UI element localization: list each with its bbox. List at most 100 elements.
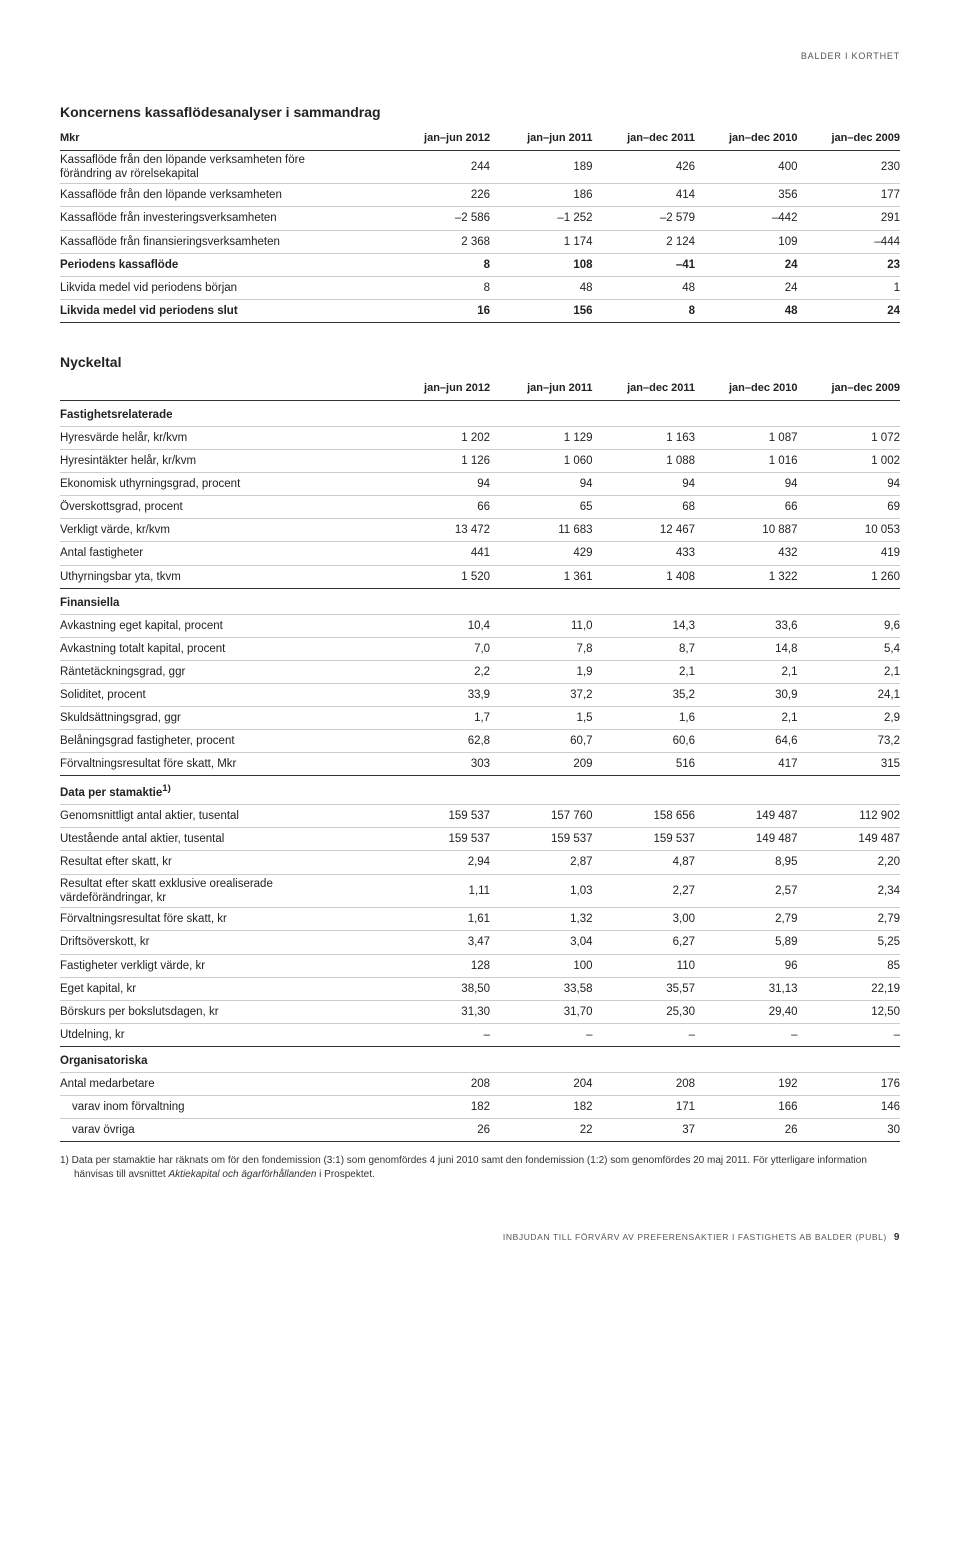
cell-value: 24 — [695, 253, 797, 276]
cell-value: 2,79 — [797, 908, 900, 931]
cell-value: 1 060 — [490, 450, 592, 473]
cell-value: 26 — [388, 1119, 490, 1142]
cell-value: 429 — [490, 542, 592, 565]
cell-value: 400 — [695, 150, 797, 184]
cell-value: 1 174 — [490, 230, 592, 253]
cell-value: 2,1 — [593, 660, 695, 683]
table-row: Hyresintäkter helår, kr/kvm1 1261 0601 0… — [60, 450, 900, 473]
cell-value: 1 408 — [593, 565, 695, 588]
cell-value: 159 537 — [388, 828, 490, 851]
cell-value: 11 683 — [490, 519, 592, 542]
row-label: Kassaflöde från finansieringsverksamhete… — [60, 230, 388, 253]
cell-value: 209 — [490, 753, 592, 776]
row-label: Börskurs per bokslutsdagen, kr — [60, 1000, 388, 1023]
cell-value: 94 — [490, 473, 592, 496]
cell-value: 159 537 — [490, 828, 592, 851]
row-label: Hyresvärde helår, kr/kvm — [60, 426, 388, 449]
column-header: jan–jun 2011 — [490, 378, 592, 400]
row-label: Likvida medel vid periodens början — [60, 276, 388, 299]
cell-value: 2,1 — [695, 660, 797, 683]
table-row: Driftsöverskott, kr3,473,046,275,895,25 — [60, 931, 900, 954]
cell-value: 24 — [695, 276, 797, 299]
cell-value: 96 — [695, 954, 797, 977]
cell-value: 16 — [388, 299, 490, 322]
cell-value: 2 124 — [593, 230, 695, 253]
cell-value: 8,7 — [593, 637, 695, 660]
footer-text: INBJUDAN TILL FÖRVÄRV AV PREFERENSAKTIER… — [503, 1232, 887, 1242]
row-label: Kassaflöde från investeringsverksamheten — [60, 207, 388, 230]
cell-value: 1,11 — [388, 874, 490, 908]
table-row: Soliditet, procent33,937,235,230,924,1 — [60, 684, 900, 707]
cell-value: 10 887 — [695, 519, 797, 542]
cell-value: 13 472 — [388, 519, 490, 542]
cell-value: 110 — [593, 954, 695, 977]
cell-value: 65 — [490, 496, 592, 519]
table-row: Kassaflöde från investeringsverksamheten… — [60, 207, 900, 230]
section-header: Organisatoriska — [60, 1046, 900, 1072]
row-label: Utestående antal aktier, tusental — [60, 828, 388, 851]
cell-value: 1,6 — [593, 707, 695, 730]
cell-value: 291 — [797, 207, 900, 230]
cell-value: 108 — [490, 253, 592, 276]
cell-value: 1 087 — [695, 426, 797, 449]
cell-value: 426 — [593, 150, 695, 184]
cell-value: 149 487 — [695, 828, 797, 851]
cell-value: 48 — [695, 299, 797, 322]
table-row: Hyresvärde helår, kr/kvm1 2021 1291 1631… — [60, 426, 900, 449]
cell-value: 1 520 — [388, 565, 490, 588]
cell-value: 2,57 — [695, 874, 797, 908]
table-row: Avkastning totalt kapital, procent7,07,8… — [60, 637, 900, 660]
cell-value: 7,0 — [388, 637, 490, 660]
cell-value: 85 — [797, 954, 900, 977]
cell-value: 1,32 — [490, 908, 592, 931]
row-label: Ekonomisk uthyrningsgrad, procent — [60, 473, 388, 496]
cell-value: 23 — [797, 253, 900, 276]
section-header-row: Organisatoriska — [60, 1046, 900, 1072]
cell-value: 189 — [490, 150, 592, 184]
row-label: Genomsnittligt antal aktier, tusental — [60, 805, 388, 828]
cell-value: 94 — [797, 473, 900, 496]
row-label: Fastigheter verkligt värde, kr — [60, 954, 388, 977]
cell-value: 1 126 — [388, 450, 490, 473]
cell-value: 33,6 — [695, 614, 797, 637]
footnote: 1) Data per stamaktie har räknats om för… — [60, 1154, 900, 1181]
cell-value: 24 — [797, 299, 900, 322]
column-header: jan–dec 2010 — [695, 128, 797, 150]
column-header — [60, 378, 388, 400]
table-row: Antal medarbetare208204208192176 — [60, 1072, 900, 1095]
cell-value: 1 361 — [490, 565, 592, 588]
cell-value: 37,2 — [490, 684, 592, 707]
cell-value: 156 — [490, 299, 592, 322]
cell-value: 60,6 — [593, 730, 695, 753]
cell-value: 48 — [593, 276, 695, 299]
table-row: varav övriga2622372630 — [60, 1119, 900, 1142]
cell-value: –444 — [797, 230, 900, 253]
cell-value: 94 — [388, 473, 490, 496]
cell-value: 441 — [388, 542, 490, 565]
column-header: jan–dec 2011 — [593, 128, 695, 150]
section-header-row: Finansiella — [60, 588, 900, 614]
table-row: Kassaflöde från den löpande verksamheten… — [60, 150, 900, 184]
table-row: Resultat efter skatt, kr2,942,874,878,95… — [60, 851, 900, 874]
cell-value: 2,20 — [797, 851, 900, 874]
cell-value: 37 — [593, 1119, 695, 1142]
cell-value: 2,87 — [490, 851, 592, 874]
table1-title: Koncernens kassaflödesanalyser i sammand… — [60, 103, 900, 123]
cell-value: 1 322 — [695, 565, 797, 588]
row-label: Uthyrningsbar yta, tkvm — [60, 565, 388, 588]
table-row: Utestående antal aktier, tusental159 537… — [60, 828, 900, 851]
cell-value: –1 252 — [490, 207, 592, 230]
table-row: Förvaltningsresultat före skatt, Mkr3032… — [60, 753, 900, 776]
cell-value: 2 368 — [388, 230, 490, 253]
table-row: Fastigheter verkligt värde, kr1281001109… — [60, 954, 900, 977]
cell-value: 157 760 — [490, 805, 592, 828]
cell-value: 60,7 — [490, 730, 592, 753]
cell-value: 22,19 — [797, 977, 900, 1000]
row-label: Avkastning eget kapital, procent — [60, 614, 388, 637]
section-header-row: Data per stamaktie1) — [60, 776, 900, 805]
cell-value: 73,2 — [797, 730, 900, 753]
column-header: jan–jun 2012 — [388, 128, 490, 150]
row-label: Kassaflöde från den löpande verksamheten… — [60, 150, 388, 184]
table-row: Ekonomisk uthyrningsgrad, procent9494949… — [60, 473, 900, 496]
table-row: Räntetäckningsgrad, ggr2,21,92,12,12,1 — [60, 660, 900, 683]
